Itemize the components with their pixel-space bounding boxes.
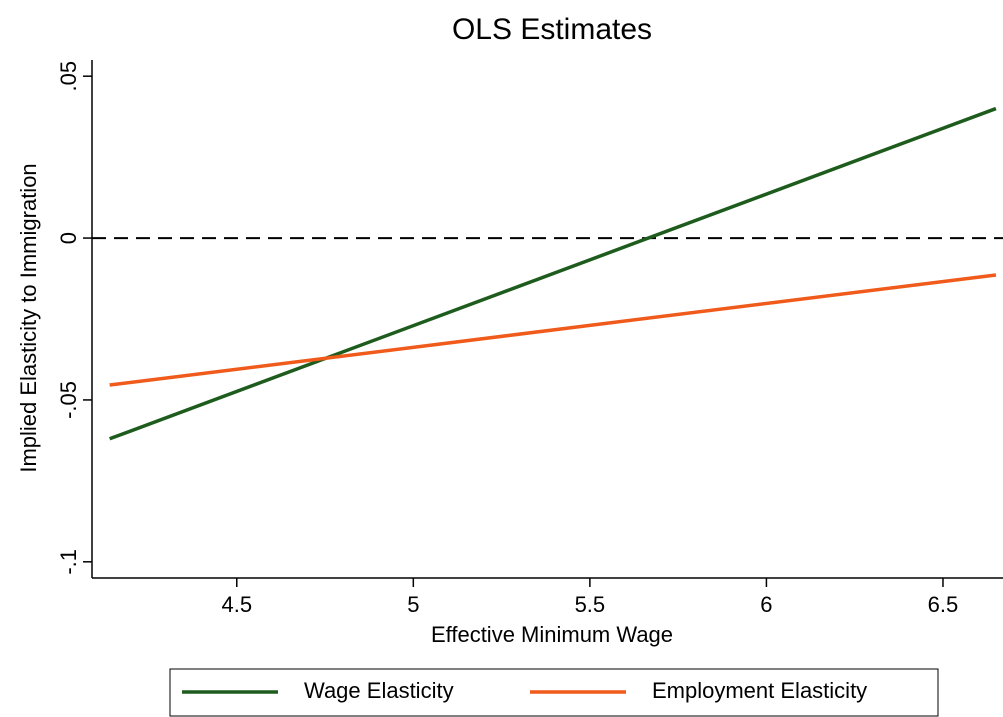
chart-title: OLS Estimates xyxy=(452,13,652,46)
y-tick-label: 0 xyxy=(56,232,81,244)
y-tick-label: -.05 xyxy=(56,381,81,419)
x-tick-label: 5 xyxy=(407,592,419,617)
x-tick-label: 6 xyxy=(760,592,772,617)
data-line xyxy=(109,273,997,387)
y-tick-label: -.1 xyxy=(56,549,81,575)
y-tick-label: .05 xyxy=(56,61,81,92)
legend-label: Wage Elasticity xyxy=(304,678,454,703)
x-tick-label: 6.5 xyxy=(928,592,959,617)
x-tick-label: 4.5 xyxy=(221,592,252,617)
data-line xyxy=(109,106,997,441)
legend-label: Employment Elasticity xyxy=(652,678,867,703)
y-axis-title: Implied Elasticity to Immigration xyxy=(16,163,41,472)
x-axis-title: Effective Minimum Wage xyxy=(431,622,673,647)
x-tick-label: 5.5 xyxy=(575,592,606,617)
